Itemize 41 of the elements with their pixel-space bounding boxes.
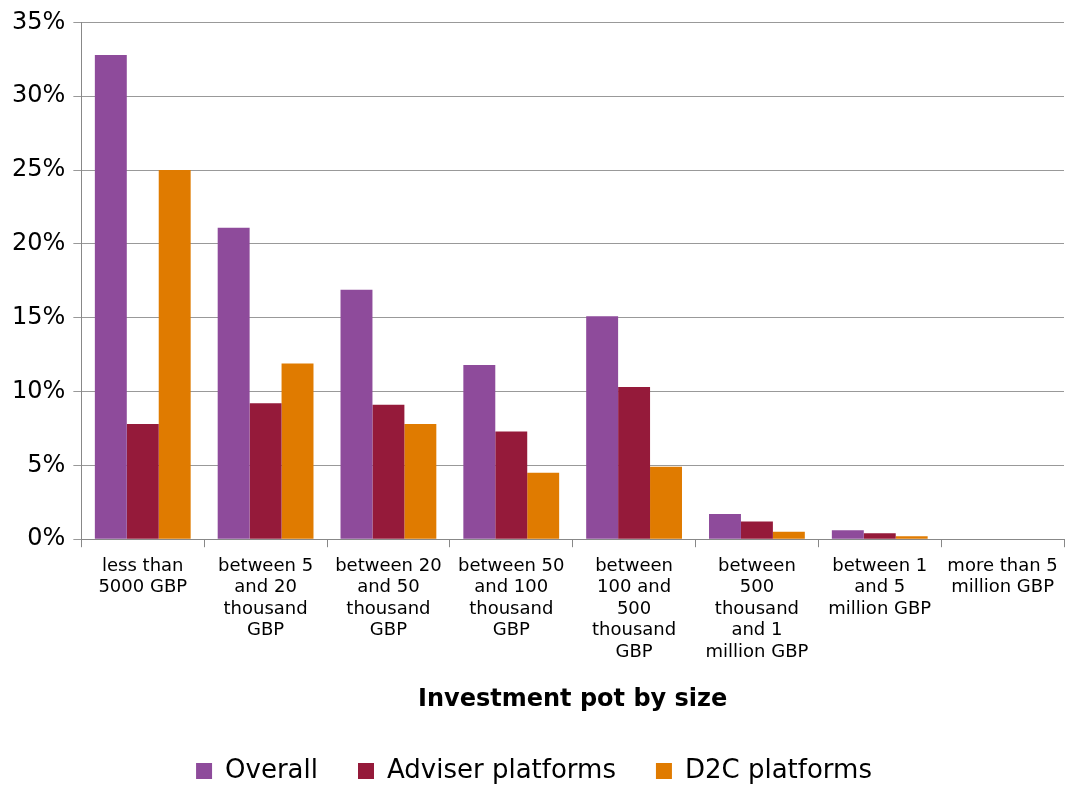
bar <box>895 536 928 539</box>
bar <box>126 424 159 539</box>
bar <box>772 531 805 539</box>
y-tick-label: 30% <box>12 80 66 109</box>
y-tick-label: 10% <box>12 375 66 404</box>
bar <box>404 424 437 539</box>
bar <box>340 289 373 539</box>
bar <box>158 170 191 539</box>
bar <box>249 403 282 539</box>
x-tick-label: between 500 thousand and 1 million GBP <box>705 553 809 662</box>
y-tick-label: 35% <box>12 6 66 35</box>
x-tick-label: less than 5000 GBP <box>98 553 188 597</box>
bar <box>495 431 528 539</box>
bar <box>217 227 250 539</box>
bar <box>863 533 896 539</box>
bar <box>281 363 314 539</box>
y-tick-label: 15% <box>12 301 66 330</box>
legend-label: Overall <box>225 753 318 784</box>
x-axis-title: Investment pot by size <box>418 683 728 712</box>
bar <box>709 514 741 539</box>
x-tick-label: between 100 and 500 thousand GBP <box>592 553 677 662</box>
bar <box>650 466 682 539</box>
bar <box>94 54 127 539</box>
x-tick-label: more than 5 million GBP <box>947 553 1058 597</box>
y-tick-label: 20% <box>12 228 66 257</box>
y-tick-label: 25% <box>12 154 66 183</box>
x-tick-label: between 50 and 100 thousand GBP <box>458 553 565 640</box>
bar <box>586 316 619 539</box>
y-tick-label: 0% <box>27 523 66 552</box>
bar <box>831 530 864 539</box>
x-tick-label: between 1 and 5 million GBP <box>828 553 932 618</box>
bar <box>463 364 496 539</box>
bar <box>740 521 773 539</box>
legend-label: D2C platforms <box>684 753 872 784</box>
x-tick-label: between 5 and 20 thousand GBP <box>218 553 314 640</box>
x-tick-label: between 20 and 50 thousand GBP <box>335 553 442 640</box>
legend-label: Adviser platforms <box>386 753 616 784</box>
bar <box>527 472 560 539</box>
bar <box>618 387 651 539</box>
y-tick-label: 5% <box>27 449 66 478</box>
bar <box>372 404 405 539</box>
